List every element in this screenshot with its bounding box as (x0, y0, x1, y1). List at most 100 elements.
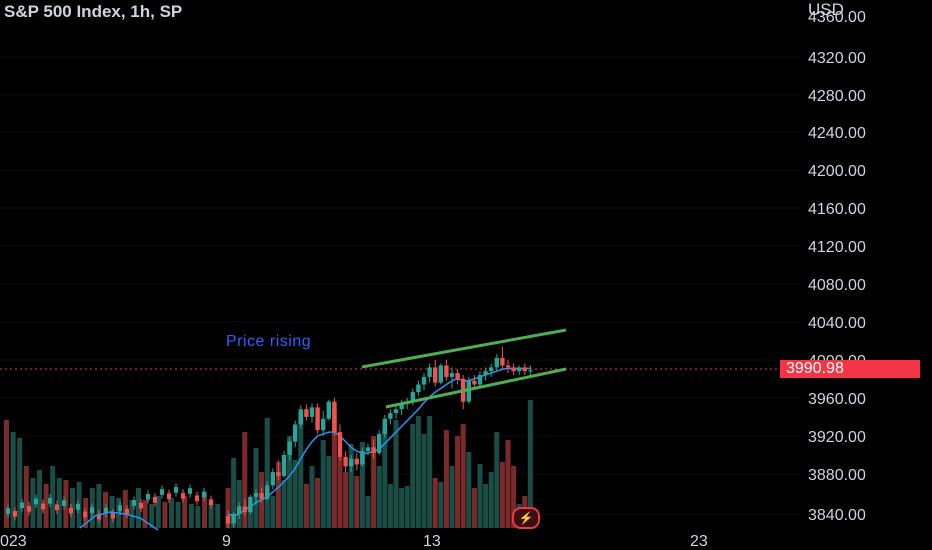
candle-body (477, 374, 483, 385)
candle-body (511, 367, 516, 372)
volume-bar (43, 484, 49, 528)
candle-body (326, 401, 331, 419)
currency-label[interactable]: USD (808, 0, 844, 19)
volume-bar (315, 478, 321, 528)
volume-bar (50, 466, 56, 528)
volume-bar (387, 484, 393, 528)
volume-bar (443, 430, 449, 528)
candle-body (76, 504, 80, 510)
volume-bar (527, 400, 533, 528)
volume-bar (155, 496, 161, 528)
volume-bar (371, 436, 377, 528)
candle-body (160, 489, 164, 495)
y-tick-label: 4320.00 (808, 50, 866, 67)
candle-body (483, 371, 488, 375)
candle-body (298, 409, 303, 425)
volume-bar (281, 480, 287, 528)
volume-bar (136, 488, 141, 528)
candle-body (528, 370, 533, 372)
volume-bar (182, 496, 188, 528)
y-tick-label: 3840.00 (808, 507, 866, 524)
volume-bar (438, 482, 444, 528)
volume-bar (195, 506, 201, 528)
lightning-icon[interactable]: ⚡ (512, 507, 540, 529)
volume-bar (208, 502, 214, 528)
candle-body (337, 432, 343, 457)
candle-body (20, 502, 24, 509)
volume-bar (270, 496, 276, 528)
volume-bar (359, 442, 365, 528)
volume-bar (56, 478, 62, 528)
volume-bar (275, 462, 281, 528)
candle-body (433, 367, 438, 383)
candle-body (494, 357, 499, 368)
volume-bar (483, 484, 489, 528)
volume-bar (466, 452, 472, 528)
volume-bar (37, 470, 42, 528)
volume-bar (225, 488, 231, 528)
volume-bar (96, 484, 102, 528)
candle-body (365, 447, 371, 452)
candle-body (181, 492, 185, 499)
volume-bar (348, 444, 354, 528)
y-tick-label: 4160.00 (808, 201, 866, 218)
volume-bar (404, 486, 410, 528)
y-tick-label: 4360.00 (808, 9, 866, 26)
candle-body (237, 506, 242, 514)
volume-bar (449, 466, 455, 528)
y-tick-label: 3880.00 (808, 467, 866, 484)
candle-body (231, 514, 236, 524)
volume-bar (343, 472, 349, 528)
chart-title[interactable]: S&P 500 Index, 1h, SP (4, 2, 183, 21)
volume-bar (511, 466, 517, 528)
candle-body (104, 507, 108, 514)
volume-bar (320, 440, 326, 528)
volume-bar (142, 500, 148, 528)
candle-body (321, 418, 326, 431)
volume-bar (292, 460, 298, 528)
volume-bar (10, 432, 16, 528)
grid-lines (0, 56, 800, 515)
candle-body (393, 409, 399, 414)
volume-bar (149, 504, 155, 528)
candle-body (265, 485, 270, 499)
volume-bar (169, 498, 174, 528)
channel-lower-line[interactable] (385, 367, 567, 409)
candle-body (293, 424, 298, 442)
price-axis[interactable]: 4320.00 4280.00 4240.00 4200.00 4160.00 4120.… (808, 9, 866, 524)
candle-body (382, 418, 387, 435)
volume-bar (455, 436, 461, 528)
volume-bar (298, 412, 304, 528)
candle-body (242, 506, 247, 513)
volume-bar (488, 472, 494, 528)
volume-bar (287, 436, 293, 528)
volume-bar (337, 456, 343, 528)
candle-body (34, 498, 38, 505)
candle-body (90, 507, 94, 513)
candle-body (270, 472, 275, 486)
volume-bar (427, 416, 433, 528)
x-tick-label: 023 (0, 533, 27, 550)
volume-bar (354, 476, 360, 528)
candle-body (41, 503, 45, 510)
candle-body (111, 512, 115, 519)
candle-body (13, 510, 17, 517)
volume-bar (365, 496, 371, 528)
volume-bar (505, 440, 511, 528)
volume-bar (162, 502, 168, 528)
volume-bar (382, 428, 388, 528)
moving-average-line-left (79, 511, 159, 531)
volume-bar (499, 462, 505, 528)
volume-bar (231, 458, 237, 528)
price-rising-annotation[interactable]: Price rising (226, 333, 312, 350)
channel-upper-line[interactable] (361, 328, 567, 369)
volume-bar (215, 504, 221, 528)
time-axis[interactable]: 023 9 13 23 (0, 533, 708, 550)
candle-body (83, 511, 87, 518)
volume-bar (202, 492, 207, 528)
y-tick-label: 4280.00 (808, 88, 866, 105)
volume-bar (17, 438, 23, 528)
volume-bar (303, 484, 309, 528)
candle-body (153, 496, 157, 503)
